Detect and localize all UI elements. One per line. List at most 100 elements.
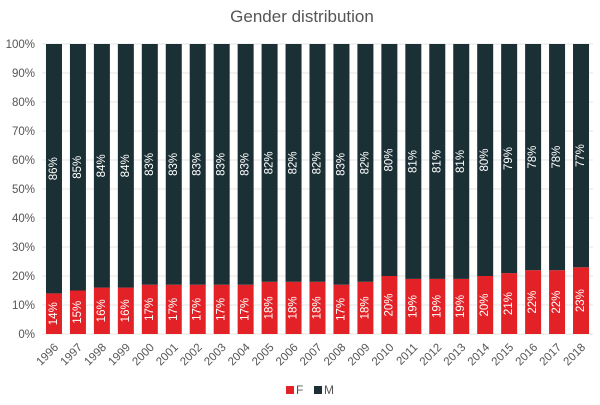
- bar-f-2011: [405, 278, 422, 334]
- data-label: 85%: [72, 156, 84, 179]
- bar-m-2015: [501, 44, 518, 274]
- y-tick-label: 50%: [12, 184, 35, 196]
- bar-m-1997: [69, 44, 86, 291]
- data-label: 80%: [479, 148, 491, 171]
- x-tick-label: 2013: [442, 342, 469, 369]
- x-tick-label: 2008: [322, 342, 349, 369]
- data-label: 19%: [407, 295, 419, 318]
- y-tick-label: 10%: [12, 300, 35, 312]
- data-label: 82%: [359, 151, 371, 174]
- data-label: 17%: [240, 298, 252, 321]
- data-label: 84%: [96, 154, 108, 177]
- data-label: 82%: [264, 151, 276, 174]
- x-tick-label: 2004: [226, 341, 253, 368]
- data-label: 81%: [431, 150, 443, 173]
- data-label: 19%: [431, 295, 443, 318]
- bar-m-2012: [429, 44, 446, 279]
- bar-m-2017: [549, 44, 566, 271]
- data-label: 80%: [383, 148, 395, 171]
- x-tick-label: 2002: [178, 342, 205, 369]
- x-tick-label: 2006: [274, 342, 301, 369]
- data-label: 81%: [455, 150, 467, 173]
- y-tick-label: 40%: [12, 213, 35, 225]
- y-tick-label: 0%: [18, 329, 35, 341]
- bar-f-2013: [453, 278, 470, 334]
- bar-m-2000: [141, 44, 158, 285]
- y-tick-label: 30%: [12, 242, 35, 254]
- bar-m-2003: [213, 44, 230, 285]
- y-tick-label: 60%: [12, 155, 35, 167]
- bars: 14% 86% 15% 85% 16% 84% 16% 84% 17% 83% 17% 83% 17% 8…: [45, 44, 590, 334]
- data-label: 84%: [120, 154, 132, 177]
- bar-f-2017: [549, 270, 566, 334]
- bar-f-2012: [429, 278, 446, 334]
- x-tick-label: 2000: [130, 342, 157, 369]
- data-label: 16%: [96, 299, 108, 322]
- bar-m-1999: [117, 44, 134, 288]
- x-tick-label: 2005: [250, 342, 277, 369]
- bar-f-2004: [237, 284, 254, 334]
- bar-f-2010: [381, 276, 398, 334]
- bar-f-2003: [213, 284, 230, 334]
- bar-f-2006: [285, 281, 302, 334]
- bar-m-2007: [309, 44, 326, 282]
- data-label: 18%: [288, 296, 300, 319]
- x-tick-label: 2015: [490, 342, 517, 369]
- x-tick-label: 1997: [58, 342, 85, 369]
- bar-f-2001: [165, 284, 182, 334]
- bar-m-1996: [45, 44, 62, 294]
- bar-f-1999: [117, 287, 134, 334]
- bar-m-2010: [381, 44, 398, 276]
- data-label: 86%: [48, 157, 60, 180]
- data-label: 79%: [503, 147, 515, 170]
- bar-f-1996: [45, 293, 62, 334]
- data-label: 20%: [479, 293, 491, 316]
- bar-f-2007: [309, 281, 326, 334]
- bar-m-2016: [525, 44, 542, 271]
- bar-f-2015: [501, 273, 518, 334]
- data-label: 21%: [503, 292, 515, 315]
- x-tick-label: 2001: [154, 342, 181, 369]
- bar-m-2009: [357, 44, 374, 282]
- data-label: 82%: [288, 151, 300, 174]
- data-label: 81%: [407, 150, 419, 173]
- bar-m-2004: [237, 44, 254, 285]
- x-tick-label: 2010: [370, 342, 397, 369]
- bar-f-2005: [261, 281, 278, 334]
- bar-m-2001: [165, 44, 182, 285]
- x-tick-label: 2012: [418, 342, 445, 369]
- y-tick-label: 80%: [12, 97, 35, 109]
- y-tick-label: 20%: [12, 271, 35, 283]
- data-label: 18%: [264, 296, 276, 319]
- x-axis: 1996199719981999200020012002200320042005…: [35, 341, 589, 368]
- y-axis: 0% 10% 20% 30% 40% 50% 60% 70% 80% 90% 100%: [6, 39, 35, 341]
- bar-m-2018: [573, 44, 590, 268]
- bar-f-2009: [357, 281, 374, 334]
- bar-f-2016: [525, 270, 542, 334]
- x-tick-label: 2007: [298, 342, 325, 369]
- legend-label-f: F: [296, 383, 303, 397]
- data-label: 18%: [312, 296, 324, 319]
- bar-f-2008: [333, 284, 350, 334]
- data-label: 83%: [168, 153, 180, 176]
- data-label: 17%: [168, 298, 180, 321]
- legend-swatch-f: [286, 386, 294, 394]
- data-label: 83%: [216, 153, 228, 176]
- y-tick-label: 100%: [6, 39, 35, 51]
- bar-m-2011: [405, 44, 422, 279]
- data-label: 22%: [551, 291, 563, 314]
- data-label: 78%: [527, 146, 539, 169]
- data-label: 14%: [48, 302, 60, 325]
- x-tick-label: 1996: [35, 342, 62, 369]
- bar-f-2014: [477, 276, 494, 334]
- x-tick-label: 2017: [538, 342, 565, 369]
- data-label: 17%: [335, 298, 347, 321]
- x-tick-label: 2011: [394, 342, 420, 368]
- x-tick-label: 1998: [82, 342, 109, 369]
- data-label: 83%: [192, 153, 204, 176]
- data-label: 15%: [72, 301, 84, 324]
- x-tick-label: 2009: [346, 342, 373, 369]
- bar-f-1998: [93, 287, 110, 334]
